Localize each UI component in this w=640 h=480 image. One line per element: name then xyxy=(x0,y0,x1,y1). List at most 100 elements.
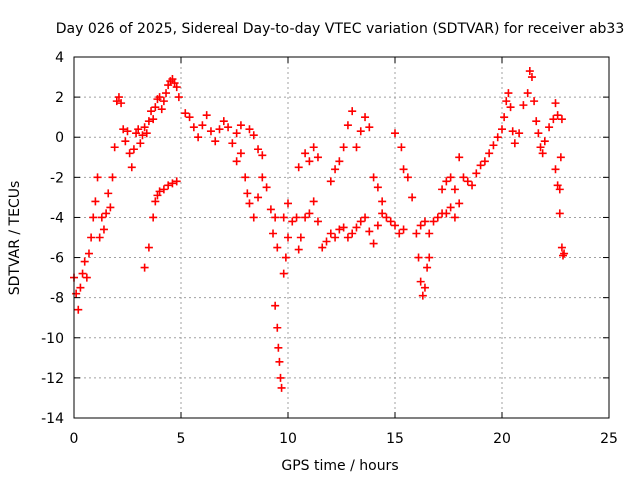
y-tick-label: 4 xyxy=(55,50,64,66)
data-point xyxy=(108,173,117,182)
data-point xyxy=(493,133,502,142)
data-point xyxy=(151,103,160,112)
data-point xyxy=(418,291,427,300)
data-point xyxy=(335,157,344,166)
data-point xyxy=(373,183,382,192)
data-point xyxy=(558,251,567,260)
data-point xyxy=(194,133,203,142)
data-point xyxy=(408,193,417,202)
x-tick-label: 25 xyxy=(600,431,618,447)
data-point xyxy=(269,229,278,238)
data-point xyxy=(472,169,481,178)
chart-title: Day 026 of 2025, Sidereal Day-to-day VTE… xyxy=(56,21,625,37)
data-point xyxy=(373,221,382,230)
data-point xyxy=(412,229,421,238)
data-point xyxy=(446,203,455,212)
data-point xyxy=(433,213,442,222)
data-point xyxy=(322,237,331,246)
y-tick-label: 0 xyxy=(55,130,64,146)
data-point xyxy=(153,191,162,200)
data-point xyxy=(416,221,425,230)
data-point xyxy=(423,263,432,272)
data-point xyxy=(450,185,459,194)
data-point xyxy=(172,177,181,186)
data-point xyxy=(134,125,143,134)
data-point xyxy=(144,243,153,252)
data-point xyxy=(104,189,113,198)
data-point xyxy=(254,145,263,154)
data-point xyxy=(273,243,282,252)
data-point xyxy=(365,123,374,132)
data-point xyxy=(224,123,233,132)
data-point xyxy=(309,197,318,206)
data-point xyxy=(555,209,564,218)
data-point xyxy=(292,213,301,222)
data-point xyxy=(97,213,106,222)
y-axis-label: SDTVAR / TECUs xyxy=(7,181,23,296)
data-point xyxy=(525,67,534,76)
data-point xyxy=(352,223,361,232)
data-point xyxy=(106,203,115,212)
data-point xyxy=(508,127,517,136)
data-point xyxy=(485,149,494,158)
data-point xyxy=(198,121,207,130)
data-point xyxy=(89,213,98,222)
data-point xyxy=(551,99,560,108)
data-point xyxy=(147,107,156,116)
data-point xyxy=(504,89,513,98)
data-point xyxy=(91,197,100,206)
data-point xyxy=(361,113,370,122)
data-point xyxy=(273,323,282,332)
data-point xyxy=(157,105,166,114)
data-point xyxy=(142,129,151,138)
data-point xyxy=(540,137,549,146)
data-point xyxy=(258,151,267,160)
y-tick-label: -8 xyxy=(50,291,64,307)
data-point xyxy=(271,301,280,310)
y-tick-label: -2 xyxy=(50,170,64,186)
data-point xyxy=(309,143,318,152)
data-point xyxy=(266,205,275,214)
data-point xyxy=(254,193,263,202)
data-point xyxy=(500,113,509,122)
data-point xyxy=(551,165,560,174)
data-point xyxy=(301,213,310,222)
data-point xyxy=(343,233,352,242)
data-point xyxy=(313,217,322,226)
data-point xyxy=(189,123,198,132)
y-tick-label: -4 xyxy=(50,210,64,226)
data-point xyxy=(459,173,468,182)
data-point xyxy=(510,139,519,148)
data-point xyxy=(391,221,399,230)
data-point xyxy=(74,305,83,314)
data-point xyxy=(446,173,455,182)
data-point xyxy=(553,181,562,190)
data-point xyxy=(93,173,102,182)
data-point xyxy=(241,173,250,182)
data-point xyxy=(425,229,434,238)
data-point xyxy=(429,217,438,226)
data-point xyxy=(149,115,158,124)
data-point xyxy=(425,253,434,262)
data-point xyxy=(294,163,303,172)
data-point xyxy=(403,173,412,182)
data-point xyxy=(164,81,173,90)
data-point xyxy=(232,157,241,166)
data-point xyxy=(279,269,288,278)
data-point xyxy=(279,213,288,222)
data-point xyxy=(276,373,285,382)
data-point xyxy=(416,277,425,286)
data-point xyxy=(138,131,147,140)
data-point xyxy=(159,97,168,106)
data-point xyxy=(72,289,81,298)
data-point xyxy=(243,189,252,198)
data-point xyxy=(249,131,258,140)
data-point xyxy=(140,263,149,272)
data-point xyxy=(236,121,245,130)
data-point xyxy=(168,75,177,84)
data-point xyxy=(530,97,539,106)
data-point xyxy=(185,113,194,122)
data-point xyxy=(132,129,141,138)
data-point xyxy=(555,185,564,194)
